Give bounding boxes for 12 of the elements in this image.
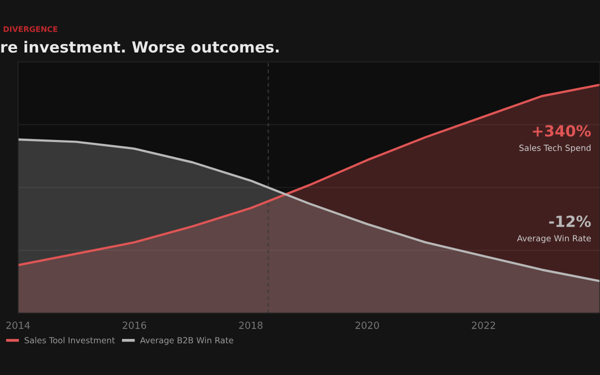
annotation: +340% [532, 125, 591, 137]
chart-title: re investment. Worse outcomes. [1, 40, 279, 53]
legend-label: Average B2B Win Rate [140, 336, 234, 345]
legend-label: Sales Tool Investment [24, 336, 115, 344]
x-tick-label: 2020 [356, 322, 379, 329]
annotation: Sales Tech Spend [519, 144, 591, 153]
x-tick-label: 2016 [122, 322, 146, 329]
annotation: -12% [549, 216, 591, 228]
x-tick-label: 2018 [239, 322, 263, 329]
x-tick-label: 2014 [6, 322, 30, 329]
x-tick-label: 2022 [472, 322, 495, 329]
annotation: Average Win Rate [517, 234, 591, 244]
